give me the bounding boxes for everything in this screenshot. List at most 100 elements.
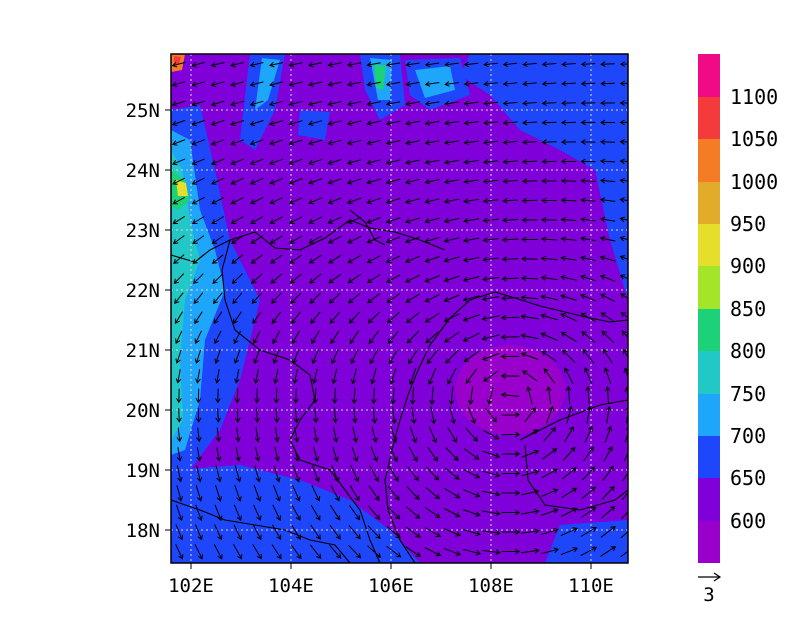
wind-vector-arrow [269, 177, 283, 185]
wind-vector-arrow [600, 80, 615, 87]
wind-vector-arrow [409, 387, 416, 405]
shade-blue-south [171, 465, 420, 563]
wind-vector-arrow [501, 451, 521, 457]
wind-vector-arrow [369, 349, 379, 365]
wind-vector-arrow [192, 235, 205, 244]
wind-vector-arrow [443, 547, 462, 556]
wind-vector-arrow [191, 177, 205, 185]
wind-vector-arrow [254, 427, 261, 443]
wind-vector-arrow [290, 292, 302, 304]
wind-vector-arrow [465, 427, 479, 442]
wind-vector-arrow [269, 197, 283, 205]
wind-vector-arrow [175, 330, 183, 345]
wind-vector-arrow [346, 100, 362, 107]
wind-vector-arrow [600, 293, 616, 303]
wind-vector-arrow [540, 236, 558, 243]
wind-vector-arrow [269, 216, 283, 224]
wind-vector-arrow [172, 158, 186, 166]
wind-vector-arrow [329, 504, 341, 521]
colorbar-swatch [698, 182, 720, 224]
wind-vector-arrow [273, 368, 279, 384]
wind-vector-arrow [271, 524, 282, 541]
wind-vector-arrow [230, 100, 245, 107]
wind-vector-arrow [601, 330, 615, 344]
wind-vector-arrow [311, 484, 321, 502]
colorbar-swatch [698, 224, 720, 266]
wind-vector-arrow [328, 273, 342, 284]
wind-vector-arrow [540, 275, 558, 281]
wind-vector-arrow [561, 467, 577, 480]
wind-vector-arrow [329, 524, 341, 540]
wind-vector-arrow [501, 490, 521, 496]
wind-vector-arrow [233, 330, 242, 345]
wind-vector-arrow [501, 431, 521, 438]
wind-vector-arrow [541, 178, 557, 184]
wind-vector-arrow [308, 235, 322, 244]
wind-vector-arrow [330, 349, 339, 365]
wind-vector-arrow [274, 446, 280, 462]
wind-vector-arrow [541, 61, 557, 68]
wind-vector-arrow [487, 386, 494, 405]
wind-vector-arrow [351, 446, 359, 463]
wind-vector-arrow [194, 543, 203, 560]
wind-vector-arrow [368, 330, 380, 344]
wind-vector-arrow [463, 198, 479, 204]
wind-vector-arrow [210, 61, 225, 68]
wind-vector-arrow [347, 273, 361, 284]
wind-vector-arrow [252, 311, 262, 324]
wind-vector-arrow [522, 61, 537, 68]
wind-vector-arrow [193, 273, 204, 284]
wind-vector-arrow [424, 236, 440, 244]
wind-vector-arrow [501, 509, 521, 516]
wind-vector-arrow [288, 61, 303, 68]
colorbar-swatch [698, 266, 720, 309]
wind-vector-arrow [405, 236, 421, 244]
wind-vector-arrow [408, 446, 418, 463]
wind-vector-arrow [293, 427, 300, 443]
wind-vector-arrow [385, 139, 401, 146]
wind-vector-arrow [447, 426, 457, 443]
wind-vector-arrow [352, 426, 359, 443]
wind-vector-arrow [522, 429, 539, 440]
wind-vector-arrow [582, 349, 595, 364]
wind-vector-arrow [541, 197, 557, 204]
wind-vector-arrow [599, 216, 616, 223]
wind-vector-arrow [234, 465, 242, 483]
wind-vector-arrow [347, 254, 362, 264]
wind-vector-arrow [462, 332, 480, 342]
lat-tick-label: 25N [126, 100, 160, 122]
wind-vector-arrow [500, 314, 520, 321]
wind-vector-arrow [600, 139, 616, 145]
wind-vector-arrow [521, 489, 540, 496]
wind-vector-arrow [271, 311, 282, 324]
wind-vector-arrow [291, 311, 301, 324]
wind-vector-arrow [425, 487, 441, 500]
wind-vector-arrow [311, 349, 319, 365]
wind-vector-arrow [176, 408, 182, 423]
wind-vector-arrow [171, 100, 186, 107]
wind-vector-arrow [482, 276, 500, 282]
wind-vector-arrow [560, 236, 577, 242]
wind-vector-arrow [502, 61, 518, 68]
wind-vector-arrow [546, 385, 552, 405]
wind-vector-arrow [443, 294, 460, 303]
wind-vector-arrow [385, 197, 401, 205]
wind-vector-arrow [174, 311, 184, 325]
wind-vector-arrow [309, 544, 322, 559]
wind-vector-arrow [291, 504, 301, 521]
wind-vector-arrow [485, 407, 498, 423]
wind-vector-arrow [502, 100, 518, 107]
wind-vector-arrow [424, 81, 440, 87]
wind-vector-arrow [234, 407, 241, 423]
shade-magenta-center [455, 345, 565, 435]
wind-vector-arrow [541, 508, 559, 516]
wind-vector-arrow [444, 81, 459, 87]
wind-vector-arrow [215, 465, 222, 483]
wind-vector-arrow [349, 485, 360, 502]
wind-vector-arrow [272, 349, 280, 365]
shading-layer [171, 54, 628, 563]
wind-vector-arrow [253, 330, 261, 345]
wind-vector-arrow [542, 448, 558, 460]
wind-vector-arrow [599, 158, 616, 165]
wind-vector-arrow [482, 237, 499, 243]
